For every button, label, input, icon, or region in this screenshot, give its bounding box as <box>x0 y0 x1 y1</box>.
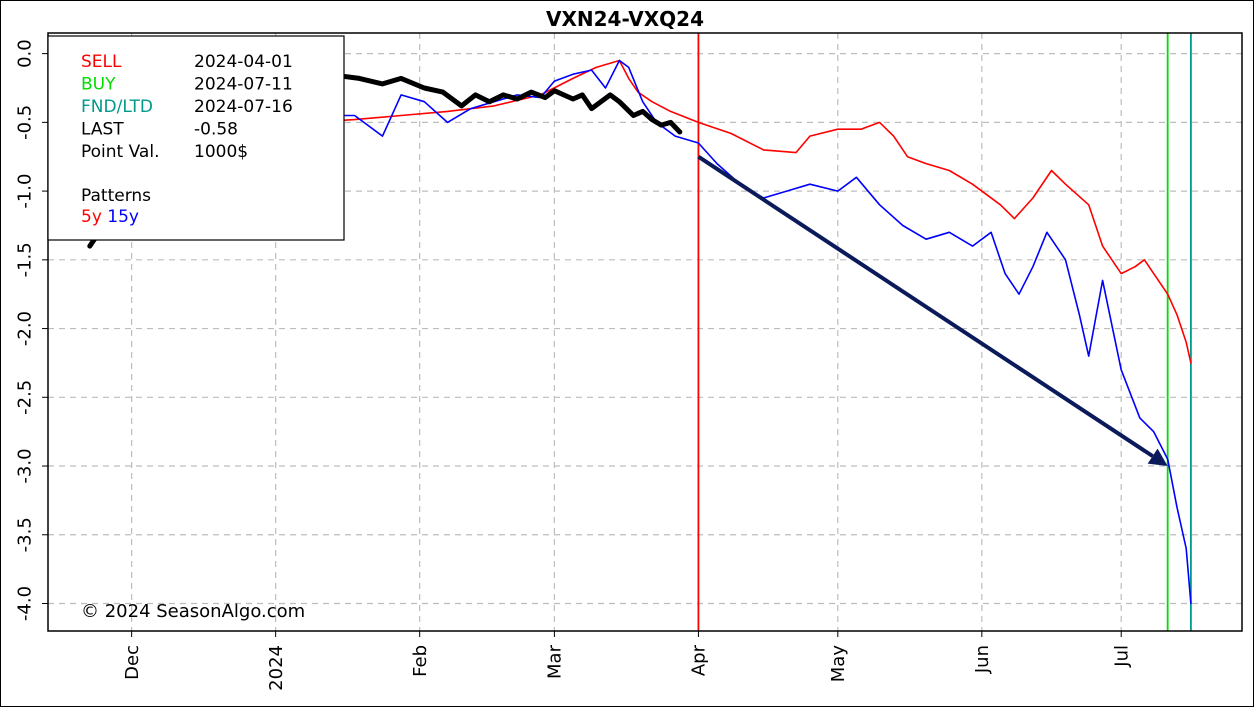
legend-pattern-15y: 15y <box>102 207 139 227</box>
series-line-15y <box>256 59 1192 605</box>
x-tick-label: 2024 <box>266 645 287 691</box>
vertical-markers <box>697 33 1192 631</box>
legend-label-sell: SELL <box>81 52 122 72</box>
x-tick-label: Mar <box>545 644 566 679</box>
legend-label-last: LAST <box>81 120 124 140</box>
legend-label-fnd-ltd: FND/LTD <box>81 97 153 117</box>
chart-title: VXN24-VXQ24 <box>546 7 704 31</box>
series-layer <box>87 59 1192 605</box>
y-tick-label: -1.0 <box>14 174 35 209</box>
x-tick-label: Dec <box>122 645 143 680</box>
legend-patterns: 5y 15y <box>81 207 139 227</box>
plot-border <box>47 32 1243 632</box>
axis-ticks: 0.0 -0.5 -1.0 -1.5 -2.0 -2.5 -3.0 -3.5 -4.0 Dec 20… <box>14 39 1132 691</box>
y-tick-label: -2.0 <box>14 311 35 346</box>
y-tick-label: -0.5 <box>14 105 35 140</box>
y-tick-label: -3.0 <box>14 448 35 483</box>
x-tick-label: May <box>828 645 849 683</box>
y-tick-label: 0.0 <box>14 39 35 68</box>
y-tick-label: -4.0 <box>14 586 35 621</box>
x-tick-label: Apr <box>689 644 710 676</box>
legend-value-fnd-ltd: 2024-07-16 <box>194 97 293 117</box>
series-line-actual <box>87 71 683 249</box>
x-tick-label: Jul <box>1112 645 1133 668</box>
y-tick-label: -3.5 <box>14 517 35 552</box>
y-tick-label: -2.5 <box>14 380 35 415</box>
x-tick-label: Jun <box>972 645 993 674</box>
copyright-text: © 2024 SeasonAlgo.com <box>81 601 305 622</box>
series-line-5y <box>256 59 1192 364</box>
y-tick-label: -1.5 <box>14 242 35 277</box>
x-tick-label: Feb <box>410 645 431 677</box>
trend-arrow-head <box>1147 448 1168 467</box>
legend-value-buy: 2024-07-11 <box>194 75 293 95</box>
trend-arrow-shaft <box>697 155 1154 458</box>
legend-pattern-5y: 5y <box>81 207 102 227</box>
legend-label-buy: BUY <box>81 75 116 95</box>
legend-value-point-val-: 1000$ <box>194 142 248 162</box>
legend-label-point-val-: Point Val. <box>81 142 159 162</box>
trend-arrow-layer <box>697 155 1168 467</box>
legend-value-sell: 2024-04-01 <box>194 52 293 72</box>
legend-box <box>47 35 345 241</box>
legend-patterns-heading: Patterns <box>81 186 151 206</box>
legend: SELL 2024-04-01 BUY 2024-07-11 FND/LTD 2024-0… <box>47 35 345 241</box>
legend-value-last: -0.58 <box>194 120 238 140</box>
